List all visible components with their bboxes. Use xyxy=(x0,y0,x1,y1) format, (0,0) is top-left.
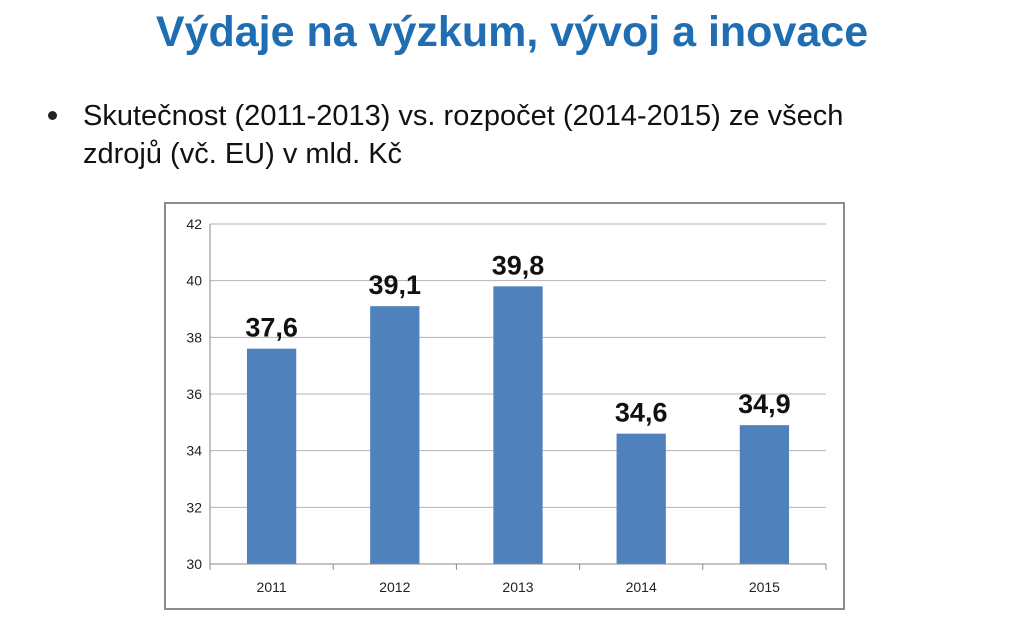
bar-chart-svg: 30 32 34 36 38 40 42 37,6 2011 39,1 2012 39,8 2013 34… xyxy=(186,216,827,595)
bar xyxy=(246,348,297,564)
bar xyxy=(739,425,790,564)
x-tick-label: 2013 xyxy=(502,579,533,595)
x-tick-label: 2014 xyxy=(626,579,657,595)
y-tick-label: 32 xyxy=(186,499,202,515)
y-tick-label: 40 xyxy=(186,273,202,289)
data-label: 39,8 xyxy=(492,250,545,280)
y-tick-label: 34 xyxy=(186,443,202,459)
bar-chart: 30 32 34 36 38 40 42 37,6 2011 39,1 2012 39,8 2013 34… xyxy=(164,202,845,610)
bar xyxy=(493,286,543,564)
y-tick-label: 30 xyxy=(186,556,202,572)
x-tick-label: 2012 xyxy=(379,579,410,595)
x-tick-label: 2015 xyxy=(749,579,780,595)
bullet-icon xyxy=(48,111,57,120)
bullet-item: Skutečnost (2011-2013) vs. rozpočet (201… xyxy=(48,97,948,173)
y-tick-label: 42 xyxy=(186,216,202,232)
page-title: Výdaje na výzkum, vývoj a inovace xyxy=(155,8,869,56)
y-tick-label: 36 xyxy=(186,386,202,402)
bullet-text: Skutečnost (2011-2013) vs. rozpočet (201… xyxy=(83,100,844,170)
bar xyxy=(370,306,420,564)
data-label: 34,9 xyxy=(738,389,791,419)
data-label: 39,1 xyxy=(369,270,422,300)
data-label: 37,6 xyxy=(245,313,298,343)
y-tick-label: 38 xyxy=(186,329,202,345)
data-label: 34,6 xyxy=(615,398,668,428)
x-tick-label: 2011 xyxy=(257,579,287,595)
bar xyxy=(616,433,666,564)
